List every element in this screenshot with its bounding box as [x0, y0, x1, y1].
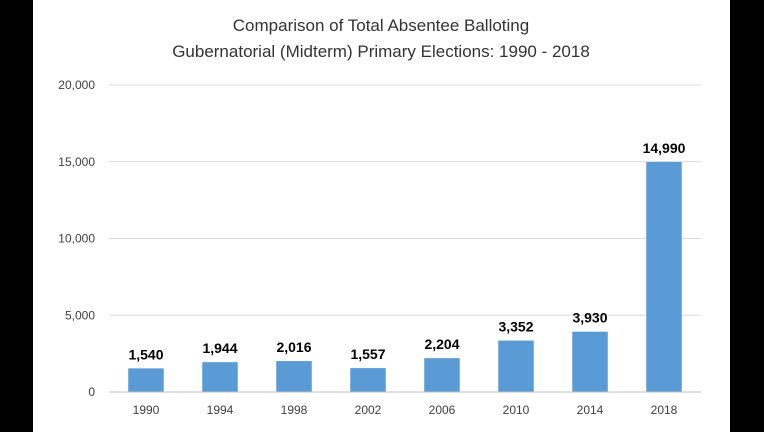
bar-2010 [498, 340, 534, 392]
x-axis-ticks: 1990 1994 1998 2002 2006 2010 2014 2018 [133, 403, 678, 417]
data-label-2018: 14,990 [643, 140, 686, 156]
y-tick-label: 5,000 [65, 308, 95, 322]
bars [128, 161, 682, 392]
data-label-2014: 3,930 [572, 310, 607, 326]
data-label-2010: 3,352 [498, 319, 533, 335]
y-tick-label: 0 [88, 385, 95, 399]
bar-1994 [202, 362, 238, 392]
bar-2018 [646, 161, 682, 392]
bar-1990 [128, 368, 164, 392]
y-axis-ticks: 0 5,000 10,000 15,000 20,000 [58, 78, 95, 399]
y-tick-label: 20,000 [58, 78, 95, 92]
x-tick-label-2014: 2014 [577, 403, 604, 417]
x-tick-label-2002: 2002 [355, 403, 382, 417]
bar-1998 [276, 361, 312, 392]
x-tick-label-2006: 2006 [429, 403, 456, 417]
data-label-2006: 2,204 [424, 336, 459, 352]
data-label-1994: 1,944 [202, 340, 237, 356]
x-tick-label-1990: 1990 [133, 403, 160, 417]
chart-subtitle: Gubernatorial (Midterm) Primary Election… [172, 42, 590, 61]
y-tick-label: 15,000 [58, 155, 95, 169]
bar-2014 [572, 331, 608, 392]
data-labels: 1,540 1,944 2,016 1,557 2,204 3,352 3,930 14,99… [128, 140, 685, 362]
bar-chart: Comparison of Total Absentee Balloting G… [58, 16, 701, 417]
x-tick-label-2018: 2018 [651, 403, 678, 417]
x-tick-label-1998: 1998 [281, 403, 308, 417]
data-label-2002: 1,557 [350, 346, 385, 362]
chart-title: Comparison of Total Absentee Balloting [233, 16, 529, 35]
chart-panel: Comparison of Total Absentee Balloting G… [33, 0, 730, 432]
gridlines [109, 84, 701, 316]
x-tick-label-2010: 2010 [503, 403, 530, 417]
data-label-1998: 2,016 [276, 339, 311, 355]
x-tick-label-1994: 1994 [207, 403, 234, 417]
bar-2002 [350, 368, 386, 392]
bar-2006 [424, 358, 460, 392]
data-label-1990: 1,540 [128, 346, 163, 362]
y-tick-label: 10,000 [58, 232, 95, 246]
